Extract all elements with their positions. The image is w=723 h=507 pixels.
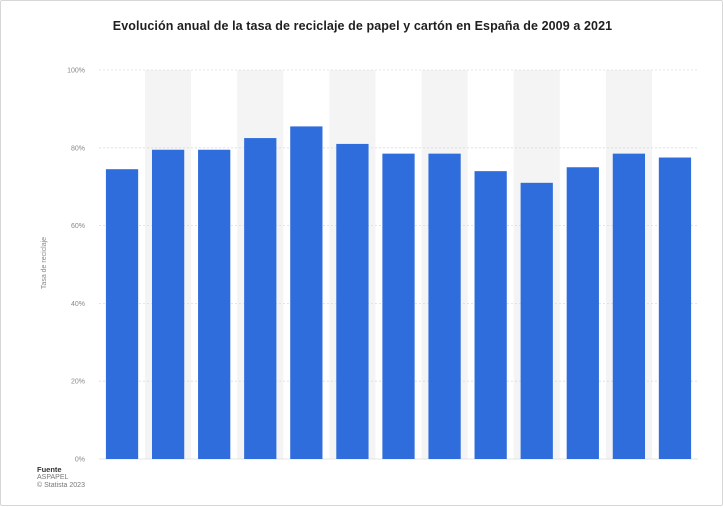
bar-2017[interactable] — [474, 171, 507, 459]
bar-2014[interactable] — [336, 143, 369, 459]
y-tick-label: 0% — [75, 457, 85, 464]
copyright: © Statista 2023 — [37, 482, 85, 489]
bar-2019[interactable] — [566, 167, 599, 459]
bar-2020[interactable] — [612, 153, 646, 459]
bar-2009[interactable] — [105, 169, 139, 459]
y-tick-label: 80% — [71, 145, 85, 152]
bar-2021[interactable] — [658, 157, 692, 459]
bar-2011[interactable] — [198, 149, 231, 459]
bar-2018[interactable] — [520, 182, 553, 459]
bar-2013[interactable] — [290, 126, 323, 459]
y-tick-label: 60% — [71, 223, 85, 230]
source-label: Fuente — [37, 465, 62, 474]
y-tick-label: 20% — [71, 379, 85, 386]
y-axis-label: Tasa de reciclaje — [41, 237, 48, 289]
bar-2016[interactable] — [428, 153, 461, 459]
bars — [105, 126, 692, 459]
y-tick-labels: 0% 20% 40% 60% 80% 100% — [67, 68, 85, 464]
source-org: ASPAPEL — [37, 474, 69, 481]
bar-2010[interactable] — [151, 149, 185, 459]
source-block: Fuente ASPAPEL © Statista 2023 — [37, 466, 85, 490]
y-tick-label: 100% — [67, 68, 85, 75]
bar-2012[interactable] — [244, 138, 277, 459]
chart-title: Evolución anual de la tasa de reciclaje … — [112, 19, 613, 33]
bar-2015[interactable] — [382, 153, 415, 459]
y-tick-label: 40% — [71, 301, 85, 308]
